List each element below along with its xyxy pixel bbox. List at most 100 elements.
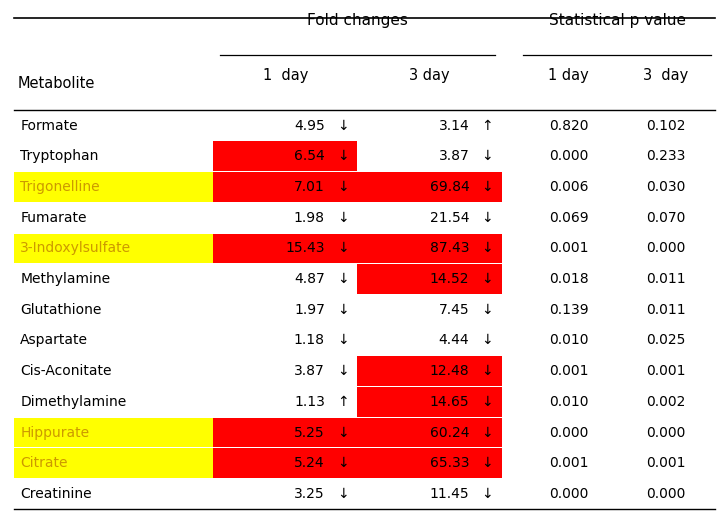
Text: 0.069: 0.069	[549, 211, 588, 225]
Text: 0.070: 0.070	[646, 211, 686, 225]
Text: ↓: ↓	[337, 333, 349, 348]
Text: 0.001: 0.001	[549, 456, 588, 470]
Text: ↓: ↓	[482, 180, 493, 194]
Text: 0.000: 0.000	[549, 487, 588, 501]
Text: 60.24: 60.24	[430, 426, 469, 439]
Text: 0.025: 0.025	[646, 333, 686, 348]
Text: 1.98: 1.98	[294, 211, 325, 225]
Text: ↑: ↑	[337, 395, 349, 409]
Text: ↓: ↓	[482, 149, 493, 163]
Text: Tryptophan: Tryptophan	[20, 149, 99, 163]
Text: ↓: ↓	[337, 180, 349, 194]
Bar	[357, 172, 502, 202]
Text: 1.18: 1.18	[294, 333, 325, 348]
Bar	[213, 418, 357, 447]
Text: 12.48: 12.48	[430, 364, 469, 378]
Text: Methylamine: Methylamine	[20, 272, 110, 286]
Text: 0.006: 0.006	[549, 180, 588, 194]
Text: ↓: ↓	[337, 303, 349, 317]
Text: 3  day: 3 day	[643, 68, 689, 83]
Bar	[357, 264, 502, 294]
Text: 7.45: 7.45	[439, 303, 469, 317]
Text: ↓: ↓	[337, 119, 349, 133]
Text: 0.011: 0.011	[646, 272, 686, 286]
Text: Formate: Formate	[20, 119, 78, 133]
Text: 0.001: 0.001	[549, 364, 588, 378]
Text: ↓: ↓	[482, 395, 493, 409]
Text: 0.001: 0.001	[549, 242, 588, 255]
Text: ↓: ↓	[337, 242, 349, 255]
Text: 0.000: 0.000	[646, 487, 686, 501]
Text: 3-Indoxylsulfate: 3-Indoxylsulfate	[20, 242, 131, 255]
Bar	[357, 448, 502, 478]
Text: 69.84: 69.84	[430, 180, 469, 194]
Bar	[14, 234, 213, 263]
Text: ↓: ↓	[482, 211, 493, 225]
Text: Cis-Aconitate: Cis-Aconitate	[20, 364, 112, 378]
Text: 14.52: 14.52	[430, 272, 469, 286]
Text: 0.000: 0.000	[549, 149, 588, 163]
Text: Dimethylamine: Dimethylamine	[20, 395, 126, 409]
Bar	[213, 234, 357, 263]
Text: 15.43: 15.43	[285, 242, 325, 255]
Text: Metabolite: Metabolite	[18, 76, 95, 91]
Text: ↑: ↑	[482, 119, 493, 133]
Text: 4.44: 4.44	[439, 333, 469, 348]
Text: 0.102: 0.102	[646, 119, 686, 133]
Bar	[14, 418, 213, 447]
Text: 3.14: 3.14	[438, 119, 469, 133]
Text: ↓: ↓	[337, 456, 349, 470]
Text: ↓: ↓	[482, 242, 493, 255]
Bar	[357, 387, 502, 417]
Text: Creatinine: Creatinine	[20, 487, 92, 501]
Text: 21.54: 21.54	[430, 211, 469, 225]
Bar	[213, 448, 357, 478]
Text: 0.139: 0.139	[549, 303, 588, 317]
Text: 0.001: 0.001	[646, 364, 686, 378]
Text: 0.001: 0.001	[646, 456, 686, 470]
Text: 7.01: 7.01	[294, 180, 325, 194]
Text: ↓: ↓	[337, 364, 349, 378]
Bar	[357, 356, 502, 386]
Text: 4.95: 4.95	[294, 119, 325, 133]
Text: 0.002: 0.002	[646, 395, 686, 409]
Text: Hippurate: Hippurate	[20, 426, 90, 439]
Text: 3.25: 3.25	[295, 487, 325, 501]
Text: ↓: ↓	[482, 272, 493, 286]
Text: ↓: ↓	[482, 426, 493, 439]
Bar	[213, 141, 357, 171]
Text: 0.010: 0.010	[549, 333, 588, 348]
Text: 3.87: 3.87	[294, 364, 325, 378]
Text: 3 day: 3 day	[409, 68, 450, 83]
Text: ↓: ↓	[482, 364, 493, 378]
Text: Fumarate: Fumarate	[20, 211, 87, 225]
Text: 0.030: 0.030	[646, 180, 686, 194]
Text: Statistical p value: Statistical p value	[549, 13, 686, 28]
Text: 6.54: 6.54	[294, 149, 325, 163]
Text: ↓: ↓	[337, 149, 349, 163]
Bar	[213, 172, 357, 202]
Text: 14.65: 14.65	[430, 395, 469, 409]
Text: 0.000: 0.000	[646, 242, 686, 255]
Text: ↓: ↓	[482, 303, 493, 317]
Text: 0.000: 0.000	[646, 426, 686, 439]
Text: 1.97: 1.97	[294, 303, 325, 317]
Text: 0.010: 0.010	[549, 395, 588, 409]
Text: Aspartate: Aspartate	[20, 333, 88, 348]
Text: ↓: ↓	[337, 426, 349, 439]
Bar	[357, 418, 502, 447]
Text: 3.87: 3.87	[438, 149, 469, 163]
Text: 4.87: 4.87	[294, 272, 325, 286]
Text: ↓: ↓	[337, 272, 349, 286]
Text: 0.000: 0.000	[549, 426, 588, 439]
Text: 5.24: 5.24	[295, 456, 325, 470]
Text: 65.33: 65.33	[430, 456, 469, 470]
Bar	[14, 172, 213, 202]
Text: Trigonelline: Trigonelline	[20, 180, 100, 194]
Text: Glutathione: Glutathione	[20, 303, 102, 317]
Text: 0.011: 0.011	[646, 303, 686, 317]
Text: 1  day: 1 day	[263, 68, 308, 83]
Bar	[357, 234, 502, 263]
Text: ↓: ↓	[482, 487, 493, 501]
Text: ↓: ↓	[482, 333, 493, 348]
